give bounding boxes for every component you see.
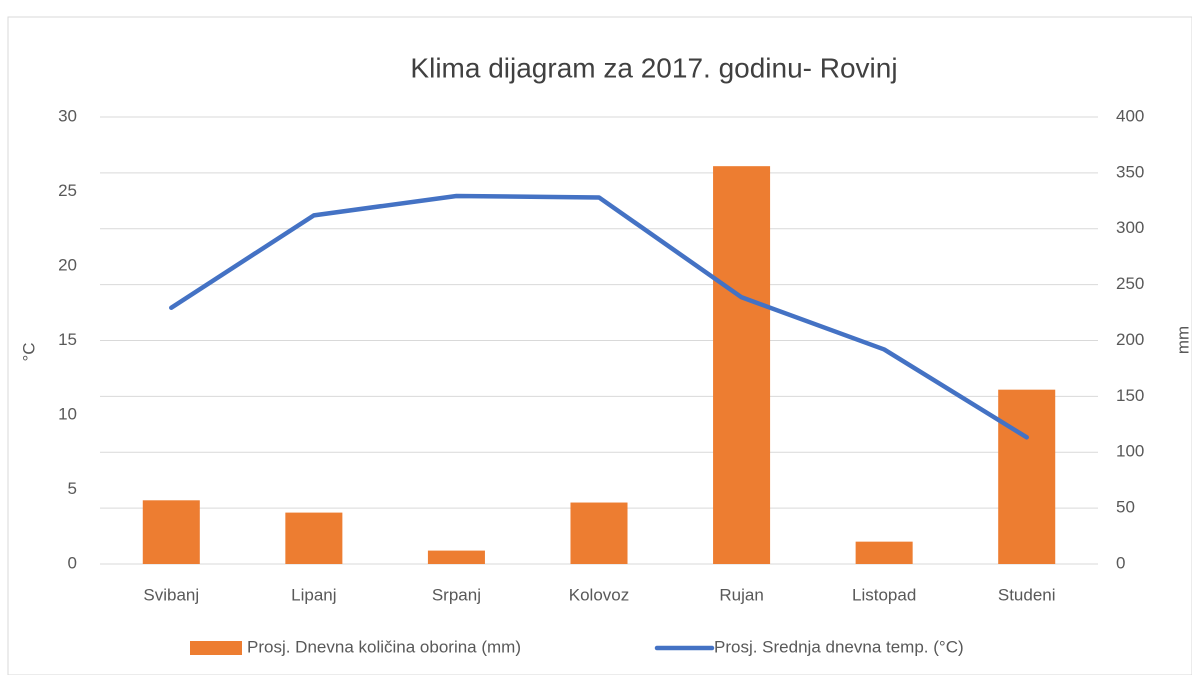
y2-tick-label: 50 [1116, 498, 1135, 517]
bar [142, 500, 200, 564]
y2-tick-label: 200 [1116, 330, 1144, 349]
y-tick-label: 5 [68, 479, 77, 498]
chart-title: Klima dijagram za 2017. godinu- Rovinj [410, 52, 897, 83]
bar [427, 550, 485, 564]
y-tick-label: 25 [58, 181, 77, 200]
chart-border [7, 16, 1192, 675]
y-tick-label: 20 [58, 255, 77, 274]
y2-tick-label: 400 [1116, 106, 1144, 125]
y-tick-label: 15 [58, 330, 77, 349]
bar [998, 389, 1056, 564]
x-tick-label: Listopad [852, 585, 916, 604]
y-tick-label: 30 [58, 106, 77, 125]
bar [855, 541, 913, 564]
line [169, 193, 1029, 440]
legend-swatch [190, 641, 242, 655]
y-tick-label: 10 [58, 404, 77, 423]
y2-axis-label: mm [1173, 326, 1192, 354]
y2-tick-label: 100 [1116, 442, 1144, 461]
y2-tick-label: 150 [1116, 386, 1144, 405]
legend-label: Prosj. Srednja dnevna temp. (°C) [714, 637, 964, 656]
y2-tick-label: 300 [1116, 218, 1144, 237]
y2-tick-label: 250 [1116, 274, 1144, 293]
y-tick-label: 0 [68, 553, 77, 572]
x-tick-label: Svibanj [143, 585, 199, 604]
x-tick-label: Kolovoz [569, 585, 629, 604]
bar [285, 512, 343, 564]
x-tick-label: Rujan [719, 585, 763, 604]
x-tick-label: Lipanj [291, 585, 336, 604]
y2-tick-label: 0 [1116, 553, 1125, 572]
y2-tick-label: 350 [1116, 162, 1144, 181]
x-tick-label: Srpanj [432, 585, 481, 604]
legend-label: Prosj. Dnevna količina oborina (mm) [247, 637, 521, 656]
y-axis-label: °C [19, 342, 38, 361]
x-tick-label: Studeni [998, 585, 1056, 604]
bar [713, 166, 771, 565]
bar [570, 502, 628, 564]
